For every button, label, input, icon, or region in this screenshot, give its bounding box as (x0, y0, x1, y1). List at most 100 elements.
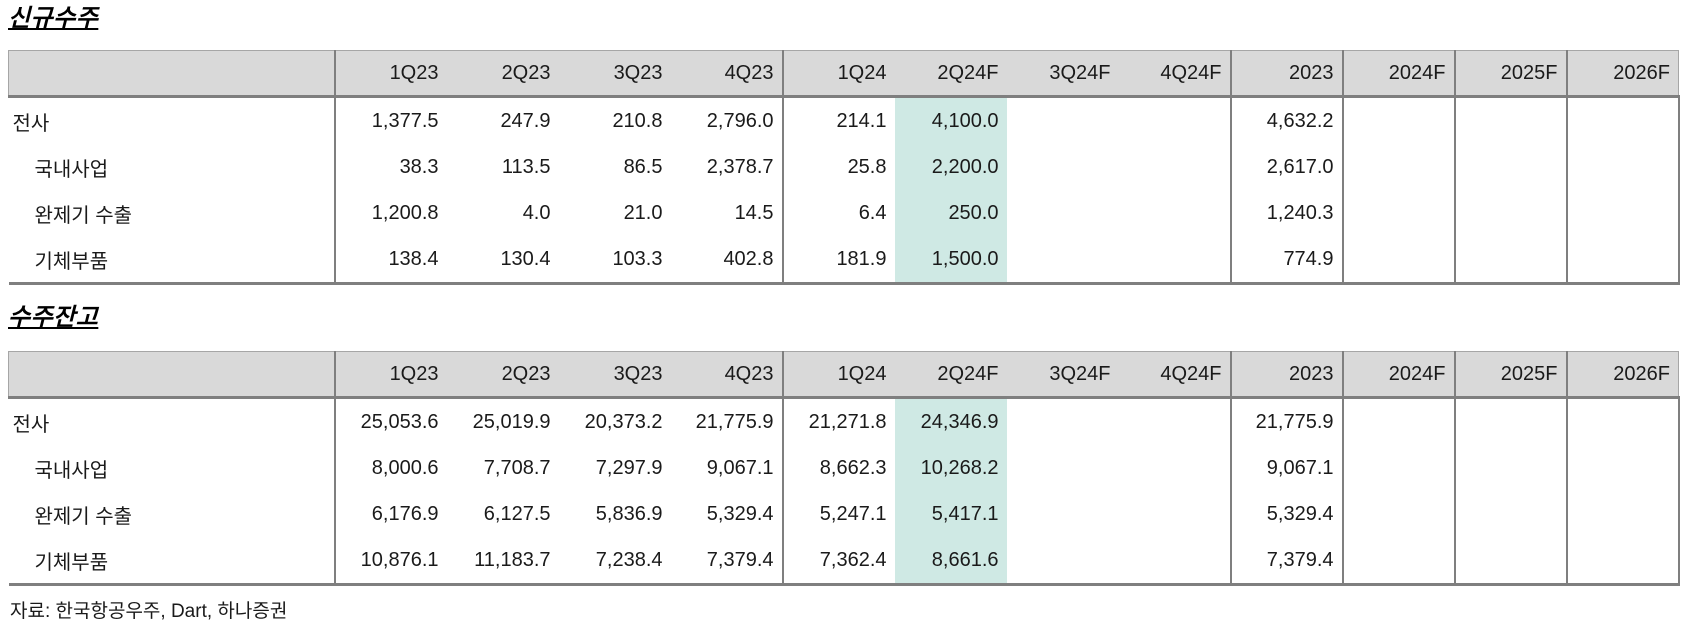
value-cell (1454, 96, 1568, 144)
column-header-1q23: 1Q23 (334, 351, 447, 399)
row-label: 전사 (8, 397, 336, 445)
order-backlog-section: 수주잔고 1Q23 2Q23 3Q23 4Q23 1Q24 2Q24F 3Q24F 4Q24F… (8, 303, 1681, 586)
value-cell (1454, 190, 1568, 236)
row-label: 완제기 수출 (8, 491, 336, 537)
value-cell: 10,268.2 (894, 445, 1007, 491)
value-cell (1342, 537, 1456, 586)
column-header-2q23: 2Q23 (446, 50, 559, 98)
value-cell: 9,067.1 (1230, 445, 1344, 491)
value-cell (1566, 491, 1680, 537)
table-row: 완제기 수출 1,200.8 4.0 21.0 14.5 6.4 250.0 1,240.3 (8, 190, 1680, 236)
header-row: 1Q23 2Q23 3Q23 4Q23 1Q24 2Q24F 3Q24F 4Q24F 2023 2… (8, 351, 1679, 399)
value-cell: 4.0 (522, 201, 551, 224)
value-cell: 7,362.4 (782, 537, 895, 586)
value-cell: 8,661.6 (894, 537, 1007, 586)
value-cell: 86.5 (623, 155, 663, 178)
value-cell (1454, 236, 1568, 285)
table-row: 전사 25,053.6 25,019.9 20,373.2 21,775.9 21,271… (8, 397, 1680, 445)
value-cell (1566, 236, 1680, 285)
column-header-3q24f: 3Q24F (1006, 50, 1119, 98)
value-cell: 24,346.9 (894, 397, 1007, 445)
column-header-1q24: 1Q24 (782, 50, 895, 98)
column-header-2026f: 2026F (1566, 351, 1679, 399)
value-cell: 130.4 (446, 236, 559, 285)
table-row: 기체부품 138.4 130.4 103.3 402.8 181.9 1,500.0 774.… (8, 236, 1680, 285)
value-cell: 7,379.4 (1230, 537, 1344, 586)
value-cell (1118, 537, 1232, 586)
value-cell: 5,329.4 (670, 491, 784, 537)
value-cell: 103.3 (558, 236, 671, 285)
column-header-2023: 2023 (1230, 351, 1344, 399)
value-cell: 25.8 (847, 155, 887, 178)
column-header-2025f: 2025F (1454, 50, 1568, 98)
value-cell: 5,247.1 (819, 502, 887, 525)
value-cell: 21,775.9 (1230, 397, 1344, 445)
column-header-2q24f: 2Q24F (894, 50, 1007, 98)
value-cell: 2,617.0 (1230, 144, 1344, 190)
value-cell (1118, 236, 1232, 285)
value-cell (1454, 537, 1568, 586)
column-header-2q24f: 2Q24F (894, 351, 1007, 399)
new-orders-title: 신규수주 (8, 5, 99, 32)
value-cell (1566, 397, 1680, 445)
value-cell: 1,200.8 (371, 201, 439, 224)
table-row: 완제기 수출 6,176.9 6,127.5 5,836.9 5,329.4 5,247.… (8, 491, 1680, 537)
column-header-2024f: 2024F (1342, 50, 1456, 98)
new-orders-header-row: 1Q23 2Q23 3Q23 4Q23 1Q24 2Q24F 3Q24F 4Q24F 2023 2… (8, 50, 1679, 98)
table-row: 국내사업 38.3 113.5 86.5 2,378.7 25.8 2,200.0 2,617… (8, 144, 1680, 190)
row-label: 전사 (8, 96, 336, 144)
value-cell: 21.0 (623, 201, 663, 224)
value-cell (1342, 491, 1456, 537)
value-cell (1118, 96, 1232, 144)
value-cell (1118, 144, 1232, 190)
value-cell (1118, 491, 1232, 537)
column-header-4q24f: 4Q24F (1118, 351, 1232, 399)
value-cell (1342, 236, 1456, 285)
header-row: 1Q23 2Q23 3Q23 4Q23 1Q24 2Q24F 3Q24F 4Q24F 2023 2… (8, 50, 1679, 98)
value-cell: 14.5 (670, 190, 784, 236)
new-orders-section: 신규수주 1Q23 2Q23 3Q23 4Q23 1Q24 2Q24F 3Q24F 4Q24F… (8, 4, 1681, 285)
value-cell: 7,238.4 (558, 537, 671, 586)
value-cell (1118, 397, 1232, 445)
row-label: 기체부품 (8, 236, 336, 285)
value-cell (1454, 144, 1568, 190)
value-cell: 25,019.9 (472, 410, 551, 433)
column-header-3q23: 3Q23 (558, 351, 671, 399)
value-cell (1342, 144, 1456, 190)
value-cell (1007, 445, 1119, 491)
column-header-4q23: 4Q23 (670, 50, 784, 98)
value-cell: 250.0 (894, 190, 1007, 236)
value-cell: 21,775.9 (670, 397, 784, 445)
value-cell: 5,417.1 (894, 491, 1007, 537)
order-backlog-table: 1Q23 2Q23 3Q23 4Q23 1Q24 2Q24F 3Q24F 4Q24F 2023 2… (8, 351, 1680, 586)
value-cell: 6,176.9 (371, 502, 439, 525)
value-cell (1566, 537, 1680, 586)
corner-cell (8, 351, 336, 399)
value-cell: 7,708.7 (483, 456, 551, 479)
value-cell: 214.1 (836, 109, 887, 132)
value-cell (1007, 491, 1119, 537)
value-cell: 10,876.1 (334, 537, 447, 586)
row-label: 완제기 수출 (8, 190, 336, 236)
value-cell (1007, 190, 1119, 236)
source-note: 자료: 한국항공우주, Dart, 하나증권 (10, 601, 288, 622)
column-header-2025f: 2025F (1454, 351, 1568, 399)
column-header-2024f: 2024F (1342, 351, 1456, 399)
value-cell (1566, 96, 1680, 144)
value-cell (1454, 397, 1568, 445)
column-header-2q23: 2Q23 (446, 351, 559, 399)
value-cell: 4,632.2 (1230, 96, 1344, 144)
column-header-1q23: 1Q23 (334, 50, 447, 98)
value-cell: 38.3 (399, 155, 439, 178)
value-cell: 2,200.0 (894, 144, 1007, 190)
value-cell: 6,127.5 (483, 502, 551, 525)
value-cell: 1,500.0 (894, 236, 1007, 285)
value-cell (1342, 96, 1456, 144)
value-cell (1342, 445, 1456, 491)
value-cell: 9,067.1 (670, 445, 784, 491)
order-backlog-body: 전사 25,053.6 25,019.9 20,373.2 21,775.9 21,271… (8, 397, 1680, 586)
value-cell: 11,183.7 (446, 537, 559, 586)
column-header-4q23: 4Q23 (670, 351, 784, 399)
row-label: 기체부품 (8, 537, 336, 586)
